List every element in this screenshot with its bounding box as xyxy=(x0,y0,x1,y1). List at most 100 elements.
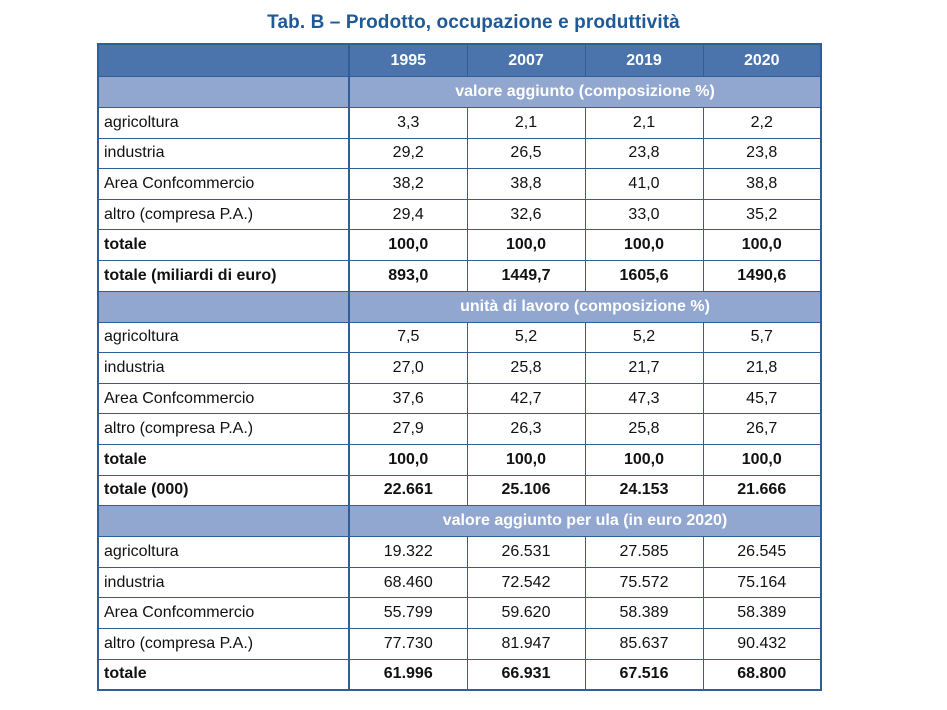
value-cell: 26.545 xyxy=(702,536,822,568)
table-row: altro (compresa P.A.) 77.730 81.947 85.637 9… xyxy=(97,627,822,660)
row-label: totale xyxy=(97,229,350,261)
year-header: 2019 xyxy=(584,43,704,77)
value-cell: 33,0 xyxy=(584,198,704,231)
value-cell: 100,0 xyxy=(702,443,822,476)
value-cell: 37,6 xyxy=(348,382,468,415)
table-row: industria 29,2 26,5 23,8 23,8 xyxy=(97,137,822,170)
table-row: agricoltura 7,5 5,2 5,2 5,7 xyxy=(97,321,822,354)
value-cell: 67.516 xyxy=(584,658,704,691)
value-cell: 27,9 xyxy=(348,413,468,445)
value-cell: 27,0 xyxy=(348,352,468,384)
value-cell: 68.800 xyxy=(702,658,822,691)
section-heading: valore aggiunto (composizione %) xyxy=(348,76,822,108)
year-header: 2020 xyxy=(702,43,822,77)
table-row: altro (compresa P.A.) 27,9 26,3 25,8 26,7 xyxy=(97,413,822,445)
section-header-row: valore aggiunto (composizione %) xyxy=(97,76,822,108)
row-label: agricoltura xyxy=(97,536,350,568)
row-label: altro (compresa P.A.) xyxy=(97,198,350,231)
row-label: agricoltura xyxy=(97,107,350,139)
table-row: altro (compresa P.A.) 29,4 32,6 33,0 35,2 xyxy=(97,198,822,231)
value-cell: 21.666 xyxy=(702,474,822,507)
value-cell: 61.996 xyxy=(348,658,468,691)
data-table: 1995 2007 2019 2020 valore aggiunto (com… xyxy=(97,43,822,692)
value-cell: 81.947 xyxy=(466,627,586,660)
section-blank-cell xyxy=(97,76,350,108)
value-cell: 100,0 xyxy=(466,229,586,261)
value-cell: 5,2 xyxy=(584,321,704,354)
table-row: totale (000) 22.661 25.106 24.153 21.666 xyxy=(97,474,822,507)
value-cell: 100,0 xyxy=(584,229,704,261)
section-blank-cell xyxy=(97,290,350,323)
value-cell: 47,3 xyxy=(584,382,704,415)
value-cell: 100,0 xyxy=(348,229,468,261)
value-cell: 75.164 xyxy=(702,566,822,599)
value-cell: 24.153 xyxy=(584,474,704,507)
value-cell: 2,2 xyxy=(702,107,822,139)
value-cell: 29,4 xyxy=(348,198,468,231)
section-header-row: unità di lavoro (composizione %) xyxy=(97,290,822,323)
value-cell: 26,7 xyxy=(702,413,822,445)
row-label: totale (000) xyxy=(97,474,350,507)
table-row: Area Confcommercio 37,6 42,7 47,3 45,7 xyxy=(97,382,822,415)
value-cell: 66.931 xyxy=(466,658,586,691)
value-cell: 27.585 xyxy=(584,536,704,568)
table-row: totale 61.996 66.931 67.516 68.800 xyxy=(97,658,822,691)
table-row: industria 68.460 72.542 75.572 75.164 xyxy=(97,566,822,599)
table-body: 1995 2007 2019 2020 valore aggiunto (com… xyxy=(97,43,822,691)
value-cell: 2,1 xyxy=(584,107,704,139)
value-cell: 32,6 xyxy=(466,198,586,231)
value-cell: 1449,7 xyxy=(466,259,586,292)
row-label: industria xyxy=(97,566,350,599)
row-label: totale (miliardi di euro) xyxy=(97,259,350,292)
value-cell: 22.661 xyxy=(348,474,468,507)
table-row: agricoltura 3,3 2,1 2,1 2,2 xyxy=(97,107,822,139)
value-cell: 19.322 xyxy=(348,536,468,568)
value-cell: 3,3 xyxy=(348,107,468,139)
value-cell: 1490,6 xyxy=(702,259,822,292)
section-heading: valore aggiunto per ula (in euro 2020) xyxy=(348,505,822,538)
value-cell: 100,0 xyxy=(348,443,468,476)
table-row: totale 100,0 100,0 100,0 100,0 xyxy=(97,229,822,261)
row-label: totale xyxy=(97,658,350,691)
table-row: industria 27,0 25,8 21,7 21,8 xyxy=(97,352,822,384)
value-cell: 58.389 xyxy=(702,597,822,629)
table-row: agricoltura 19.322 26.531 27.585 26.545 xyxy=(97,536,822,568)
value-cell: 45,7 xyxy=(702,382,822,415)
value-cell: 68.460 xyxy=(348,566,468,599)
table-row: totale 100,0 100,0 100,0 100,0 xyxy=(97,443,822,476)
section-header-row: valore aggiunto per ula (in euro 2020) xyxy=(97,505,822,538)
value-cell: 21,8 xyxy=(702,352,822,384)
value-cell: 26,5 xyxy=(466,137,586,170)
value-cell: 100,0 xyxy=(584,443,704,476)
row-label: agricoltura xyxy=(97,321,350,354)
value-cell: 85.637 xyxy=(584,627,704,660)
value-cell: 41,0 xyxy=(584,168,704,200)
value-cell: 100,0 xyxy=(702,229,822,261)
table-row: totale (miliardi di euro) 893,0 1449,7 1605… xyxy=(97,259,822,292)
value-cell: 38,2 xyxy=(348,168,468,200)
section-heading: unità di lavoro (composizione %) xyxy=(348,290,822,323)
value-cell: 5,2 xyxy=(466,321,586,354)
value-cell: 25,8 xyxy=(466,352,586,384)
row-label: Area Confcommercio xyxy=(97,168,350,200)
table-row: Area Confcommercio 38,2 38,8 41,0 38,8 xyxy=(97,168,822,200)
row-label: totale xyxy=(97,443,350,476)
value-cell: 75.572 xyxy=(584,566,704,599)
value-cell: 25,8 xyxy=(584,413,704,445)
value-cell: 21,7 xyxy=(584,352,704,384)
value-cell: 2,1 xyxy=(466,107,586,139)
value-cell: 5,7 xyxy=(702,321,822,354)
value-cell: 893,0 xyxy=(348,259,468,292)
value-cell: 38,8 xyxy=(466,168,586,200)
value-cell: 42,7 xyxy=(466,382,586,415)
value-cell: 1605,6 xyxy=(584,259,704,292)
value-cell: 58.389 xyxy=(584,597,704,629)
value-cell: 7,5 xyxy=(348,321,468,354)
value-cell: 23,8 xyxy=(702,137,822,170)
row-label: industria xyxy=(97,137,350,170)
table-row: Area Confcommercio 55.799 59.620 58.389 58.3… xyxy=(97,597,822,629)
table-title: Tab. B – Prodotto, occupazione e produtt… xyxy=(267,12,680,33)
year-header-row: 1995 2007 2019 2020 xyxy=(97,43,822,77)
row-label: Area Confcommercio xyxy=(97,382,350,415)
value-cell: 35,2 xyxy=(702,198,822,231)
